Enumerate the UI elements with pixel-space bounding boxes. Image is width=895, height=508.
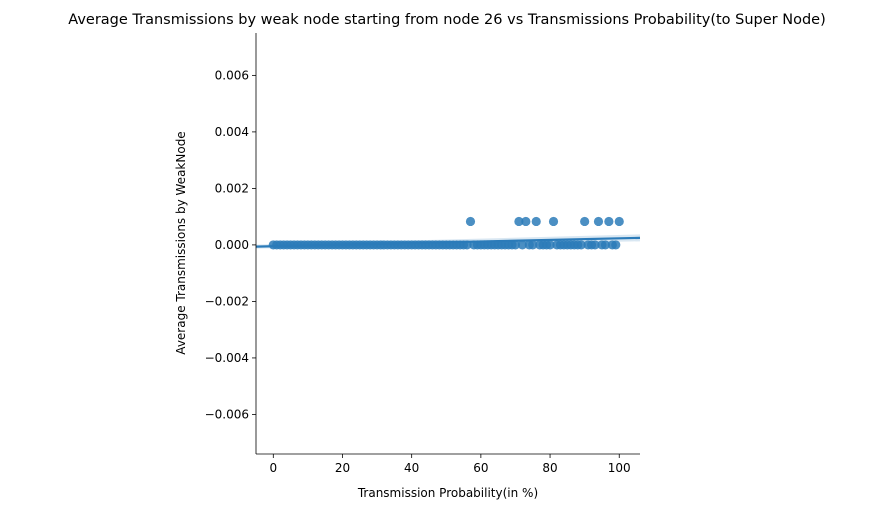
data-point bbox=[548, 216, 559, 227]
y-tick-label: 0.000 bbox=[215, 238, 249, 252]
data-point bbox=[614, 216, 624, 227]
y-tick-label: 0.002 bbox=[215, 181, 249, 195]
x-tick-label: 80 bbox=[542, 461, 557, 475]
data-point bbox=[600, 240, 611, 250]
x-tick-label: 100 bbox=[608, 461, 631, 475]
data-point bbox=[576, 240, 586, 250]
x-tick-label: 40 bbox=[404, 461, 419, 475]
y-axis-label: Average Transmissions by WeakNode bbox=[174, 131, 188, 354]
data-point bbox=[514, 216, 524, 227]
data-point bbox=[611, 240, 621, 250]
data-point bbox=[521, 216, 531, 227]
chart-title: Average Transmissions by weak node start… bbox=[68, 12, 826, 28]
x-tick-label: 20 bbox=[335, 461, 350, 475]
y-tick-label: −0.004 bbox=[205, 351, 249, 365]
data-point bbox=[580, 216, 590, 227]
y-tick-label: 0.004 bbox=[215, 125, 249, 139]
regression-line bbox=[255, 236, 641, 248]
data-point bbox=[528, 240, 538, 250]
x-axis-label: Transmission Probability(in %) bbox=[357, 486, 538, 500]
data-point bbox=[604, 216, 614, 227]
data-point bbox=[545, 240, 555, 250]
x-tick-label: 60 bbox=[473, 461, 488, 475]
data-point bbox=[510, 240, 521, 250]
plot-area bbox=[255, 216, 641, 250]
y-tick-label: 0.006 bbox=[215, 68, 249, 82]
x-ticks: 0 20 40 60 80 100 bbox=[269, 454, 631, 475]
y-tick-label: −0.002 bbox=[205, 294, 249, 308]
y-tick-label: −0.006 bbox=[205, 407, 249, 421]
data-point bbox=[590, 240, 600, 250]
y-ticks: −0.006 −0.004 −0.002 0.000 0.002 0.004 0.006 bbox=[205, 68, 256, 421]
data-point bbox=[517, 240, 527, 250]
data-point bbox=[531, 216, 541, 227]
x-tick-label: 0 bbox=[269, 461, 277, 475]
data-point bbox=[465, 216, 476, 227]
data-point bbox=[593, 216, 604, 227]
axes bbox=[255, 33, 640, 455]
